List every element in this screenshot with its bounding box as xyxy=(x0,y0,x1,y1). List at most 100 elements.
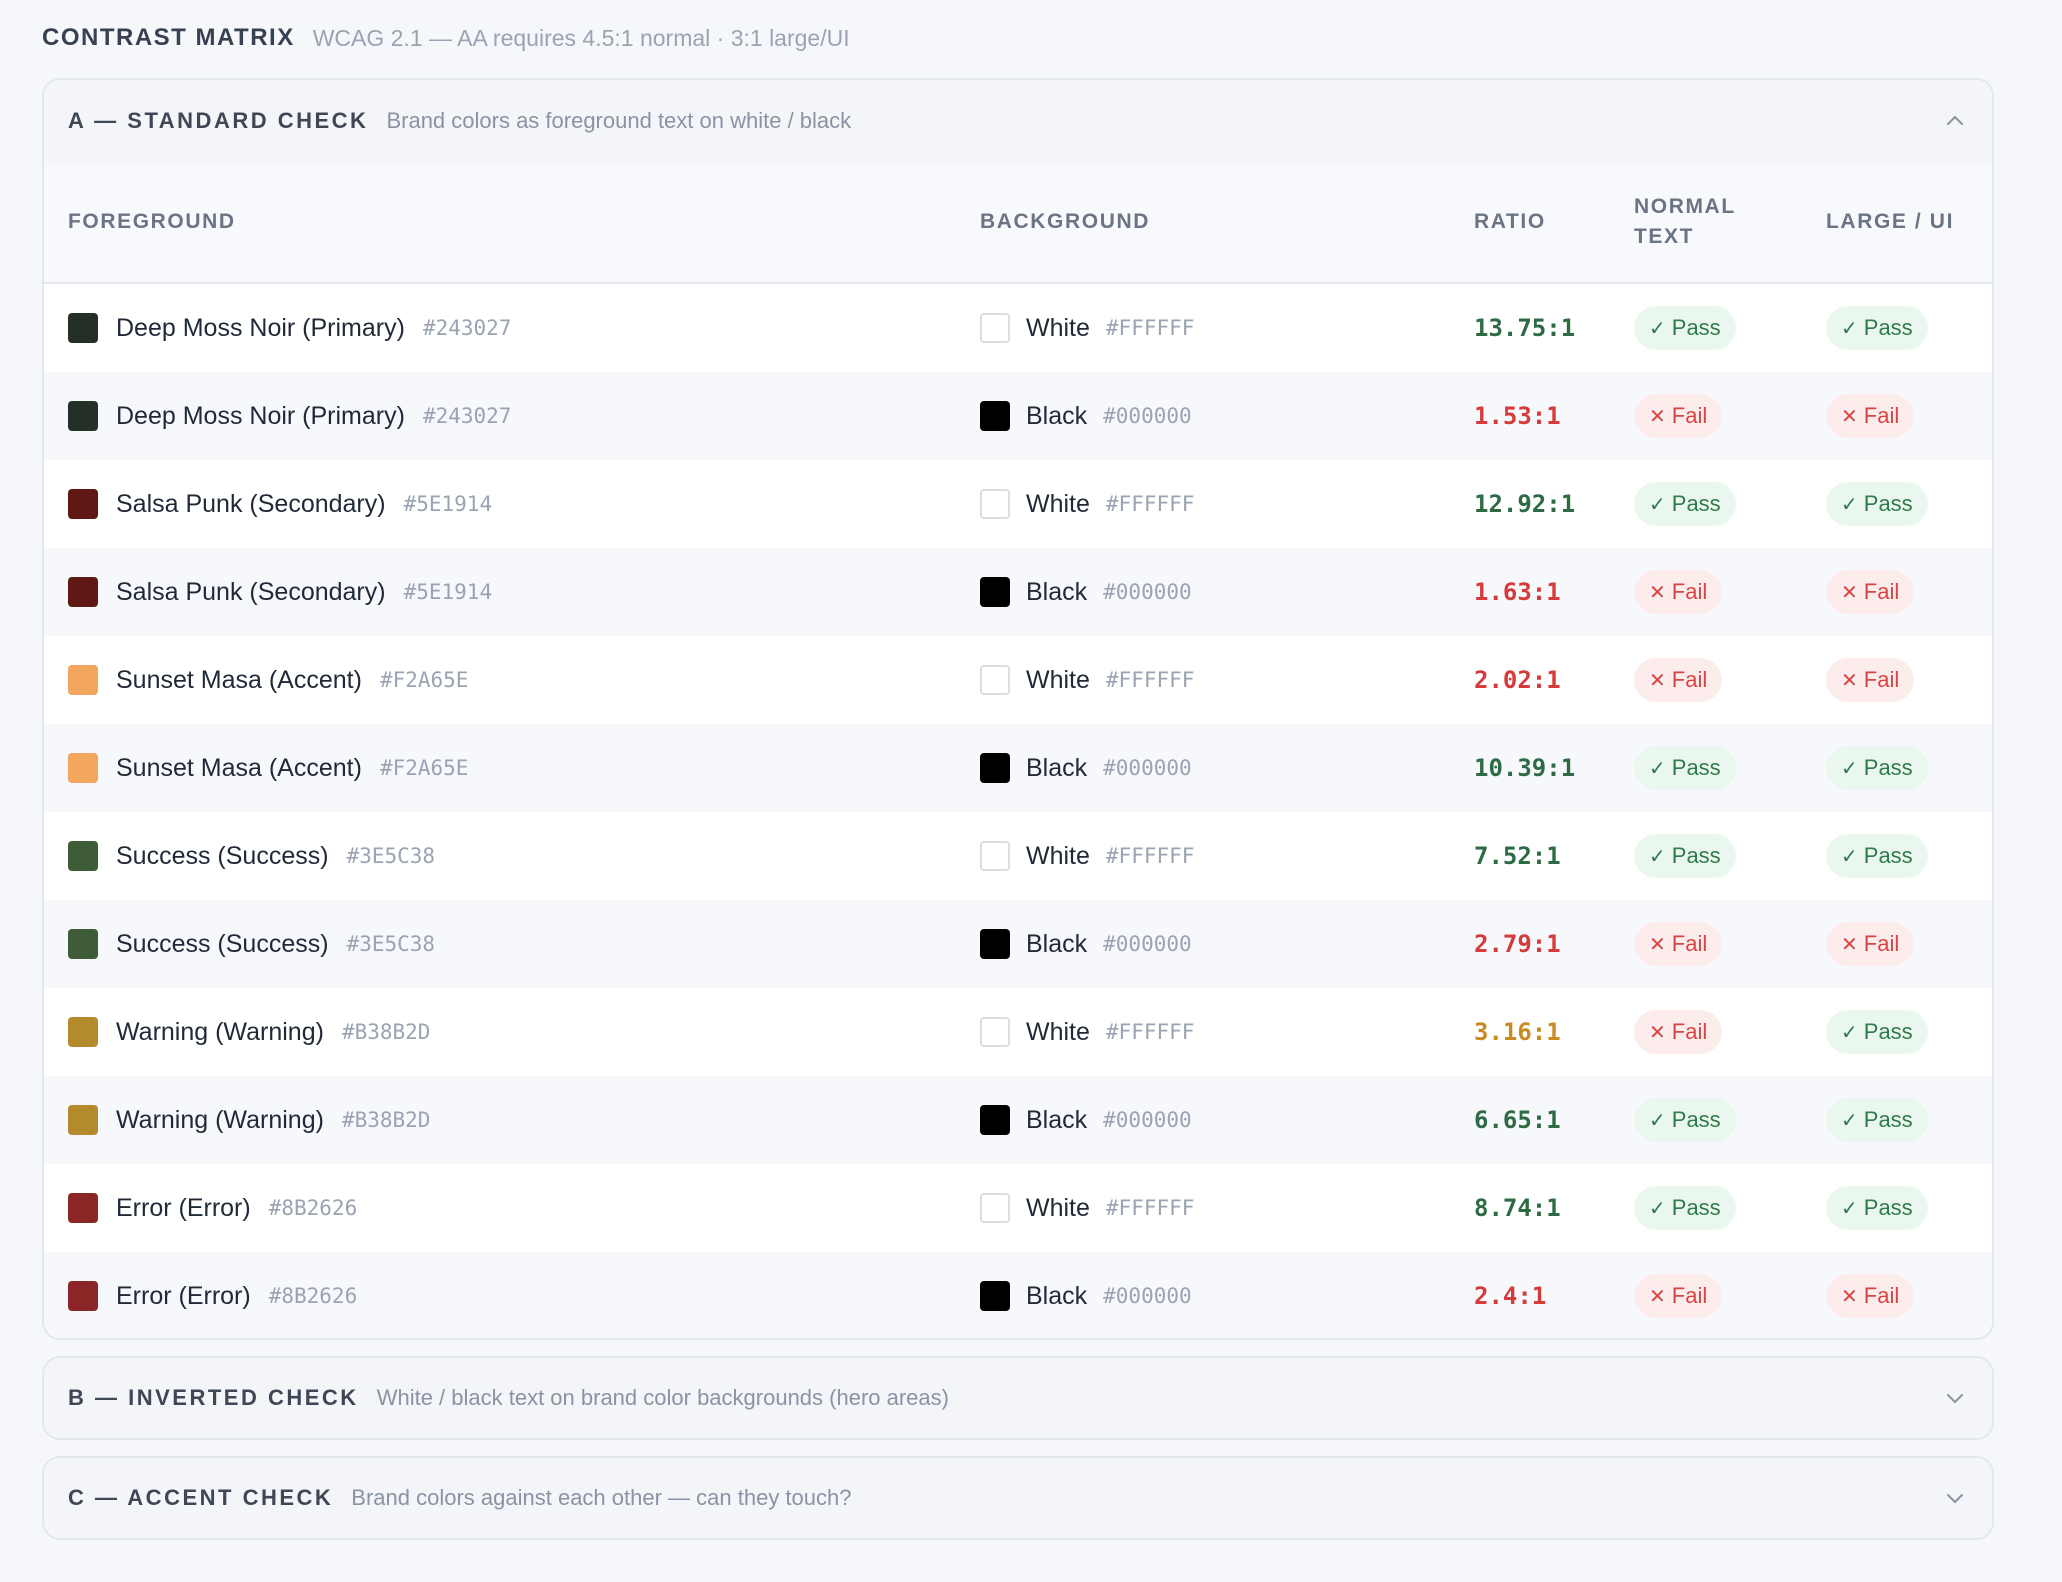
table-header: FOREGROUND BACKGROUND RATIO NORMAL TEXT … xyxy=(44,162,1992,284)
background-cell: White #FFFFFF xyxy=(980,489,1194,519)
x-icon: ✕ xyxy=(1649,1021,1666,1044)
table-row: Success (Success) #3E5C38 Black #000000 2.79… xyxy=(44,900,1992,988)
large-ui-result: Pass xyxy=(1863,1195,1913,1220)
table-row: Deep Moss Noir (Primary) #243027 Black #000… xyxy=(44,372,1992,460)
contrast-ratio: 2.79:1 xyxy=(1474,930,1561,958)
large-ui-badge: ✓ Pass xyxy=(1826,482,1928,526)
background-swatch xyxy=(980,313,1010,343)
background-name: White xyxy=(1026,1193,1090,1222)
background-cell: Black #000000 xyxy=(980,577,1192,607)
check-icon: ✓ xyxy=(1649,493,1666,516)
contrast-ratio: 2.4:1 xyxy=(1474,1282,1547,1310)
normal-text-badge: ✕ Fail xyxy=(1634,922,1723,966)
foreground-cell: Error (Error) #8B2626 xyxy=(68,1281,357,1311)
background-hex: #FFFFFF xyxy=(1105,1196,1195,1220)
background-name: White xyxy=(1026,489,1090,518)
foreground-hex: #F2A65E xyxy=(379,668,469,692)
check-icon: ✓ xyxy=(1649,1197,1666,1220)
foreground-swatch xyxy=(68,929,98,959)
foreground-name: Sunset Masa (Accent) xyxy=(116,753,362,782)
x-icon: ✕ xyxy=(1841,1285,1858,1308)
contrast-ratio: 8.74:1 xyxy=(1474,1194,1561,1222)
background-cell: White #FFFFFF xyxy=(980,841,1194,871)
foreground-name: Salsa Punk (Secondary) xyxy=(116,489,386,518)
foreground-swatch xyxy=(68,665,98,695)
column-header-ratio: RATIO xyxy=(1474,210,1546,233)
section-header-standard-check[interactable]: A — STANDARD CHECK Brand colors as foreg… xyxy=(44,80,1992,162)
normal-text-badge: ✕ Fail xyxy=(1634,394,1723,438)
background-hex: #FFFFFF xyxy=(1105,316,1195,340)
section-header-inverted-check[interactable]: B — INVERTED CHECK White / black text on… xyxy=(44,1358,1992,1438)
background-hex: #FFFFFF xyxy=(1105,844,1195,868)
contrast-ratio: 10.39:1 xyxy=(1474,754,1576,782)
large-ui-badge: ✕ Fail xyxy=(1826,570,1915,614)
background-cell: White #FFFFFF xyxy=(980,1193,1194,1223)
normal-text-result: Pass xyxy=(1671,1195,1721,1220)
large-ui-badge: ✕ Fail xyxy=(1826,658,1915,702)
foreground-cell: Salsa Punk (Secondary) #5E1914 xyxy=(68,489,492,519)
background-name: Black xyxy=(1026,753,1088,782)
normal-text-badge: ✕ Fail xyxy=(1634,570,1723,614)
large-ui-result: Pass xyxy=(1863,1107,1913,1132)
background-swatch xyxy=(980,577,1010,607)
section-standard-check: A — STANDARD CHECK Brand colors as foreg… xyxy=(42,78,1994,1340)
background-name: White xyxy=(1026,313,1090,342)
large-ui-result: Pass xyxy=(1863,843,1913,868)
background-swatch xyxy=(980,1193,1010,1223)
check-icon: ✓ xyxy=(1841,845,1858,868)
check-icon: ✓ xyxy=(1649,317,1666,340)
foreground-swatch xyxy=(68,1193,98,1223)
foreground-hex: #F2A65E xyxy=(379,756,469,780)
page-title: CONTRAST MATRIX xyxy=(42,24,295,51)
normal-text-badge: ✓ Pass xyxy=(1634,1186,1736,1230)
foreground-cell: Deep Moss Noir (Primary) #243027 xyxy=(68,313,511,343)
background-name: Black xyxy=(1026,1105,1088,1134)
background-cell: White #FFFFFF xyxy=(980,665,1194,695)
chevron-up-icon[interactable] xyxy=(1946,112,1964,130)
foreground-hex: #5E1914 xyxy=(403,492,493,516)
section-header-accent-check[interactable]: C — ACCENT CHECK Brand colors against ea… xyxy=(44,1458,1992,1538)
background-swatch xyxy=(980,665,1010,695)
foreground-cell: Success (Success) #3E5C38 xyxy=(68,929,435,959)
normal-text-badge: ✓ Pass xyxy=(1634,306,1736,350)
section-title: C — ACCENT CHECK xyxy=(68,1485,334,1510)
foreground-cell: Warning (Warning) #B38B2D xyxy=(68,1017,430,1047)
foreground-swatch xyxy=(68,313,98,343)
x-icon: ✕ xyxy=(1649,405,1666,428)
foreground-swatch xyxy=(68,577,98,607)
normal-text-badge: ✓ Pass xyxy=(1634,1098,1736,1142)
contrast-ratio: 1.53:1 xyxy=(1474,402,1561,430)
large-ui-badge: ✓ Pass xyxy=(1826,306,1928,350)
background-cell: Black #000000 xyxy=(980,401,1192,431)
background-swatch xyxy=(980,929,1010,959)
normal-text-result: Pass xyxy=(1671,843,1721,868)
normal-text-result: Pass xyxy=(1671,315,1721,340)
background-hex: #000000 xyxy=(1103,756,1192,780)
table-row: Sunset Masa (Accent) #F2A65E Black #000000 1… xyxy=(44,724,1992,812)
foreground-name: Warning (Warning) xyxy=(116,1105,324,1134)
chevron-down-icon[interactable] xyxy=(1946,1489,1964,1507)
background-hex: #000000 xyxy=(1103,1108,1192,1132)
normal-text-result: Fail xyxy=(1671,667,1708,692)
large-ui-badge: ✕ Fail xyxy=(1826,922,1915,966)
x-icon: ✕ xyxy=(1841,933,1858,956)
background-cell: Black #000000 xyxy=(980,753,1192,783)
chevron-down-icon[interactable] xyxy=(1946,1389,1964,1407)
column-header-large-ui: LARGE / UI xyxy=(1826,210,1955,233)
contrast-ratio: 7.52:1 xyxy=(1474,842,1561,870)
check-icon: ✓ xyxy=(1841,1021,1858,1044)
normal-text-result: Fail xyxy=(1671,1019,1708,1044)
large-ui-result: Pass xyxy=(1863,315,1913,340)
foreground-hex: #5E1914 xyxy=(403,580,493,604)
background-name: Black xyxy=(1026,401,1088,430)
x-icon: ✕ xyxy=(1649,1285,1666,1308)
column-header-normal-text: NORMAL TEXT xyxy=(1634,192,1736,252)
background-name: Black xyxy=(1026,929,1088,958)
background-swatch xyxy=(980,489,1010,519)
table-row: Salsa Punk (Secondary) #5E1914 White #FFFFF… xyxy=(44,460,1992,548)
background-name: White xyxy=(1026,841,1090,870)
large-ui-badge: ✓ Pass xyxy=(1826,1186,1928,1230)
foreground-hex: #B38B2D xyxy=(341,1108,431,1132)
section-title: B — INVERTED CHECK xyxy=(68,1385,359,1410)
large-ui-result: Pass xyxy=(1863,1019,1913,1044)
